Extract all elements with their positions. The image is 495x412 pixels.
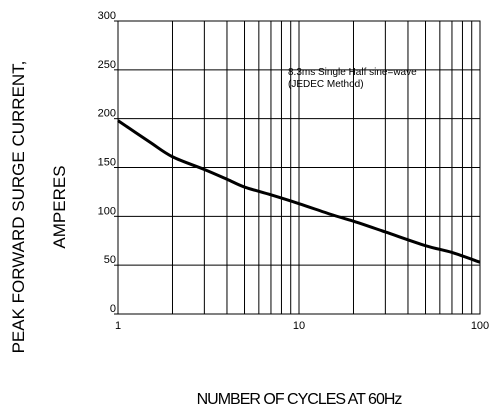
y-axis-ticks: 0 50 100 150 200 250 300 xyxy=(98,10,118,315)
x-axis-ticks: 1 10 100 xyxy=(115,320,489,332)
y-axis-title-line-1: PEAK FORWARD SURGE CURRENT, xyxy=(9,61,28,354)
y-tick-label: 250 xyxy=(98,59,116,71)
y-tick-label: 300 xyxy=(98,10,116,22)
x-tick-label: 10 xyxy=(293,320,305,332)
chart-grid xyxy=(118,21,480,314)
series-line xyxy=(117,119,481,264)
x-tick-label: 1 xyxy=(115,320,121,332)
x-tick-label: 100 xyxy=(471,320,489,332)
annotation-line-1: 8.3ms Single Half sine=wave xyxy=(288,67,417,78)
annotation-line-2: (JEDEC Method) xyxy=(288,79,364,90)
y-tick-label: 50 xyxy=(104,254,116,266)
y-tick-label: 200 xyxy=(98,108,116,120)
y-tick-label: 100 xyxy=(98,205,116,217)
y-tick-label: 0 xyxy=(110,303,116,315)
y-axis-title-line-2: AMPERES xyxy=(50,165,69,248)
x-axis-title: NUMBER OF CYCLES AT 60Hz xyxy=(197,391,403,408)
y-tick-label: 150 xyxy=(98,157,116,169)
